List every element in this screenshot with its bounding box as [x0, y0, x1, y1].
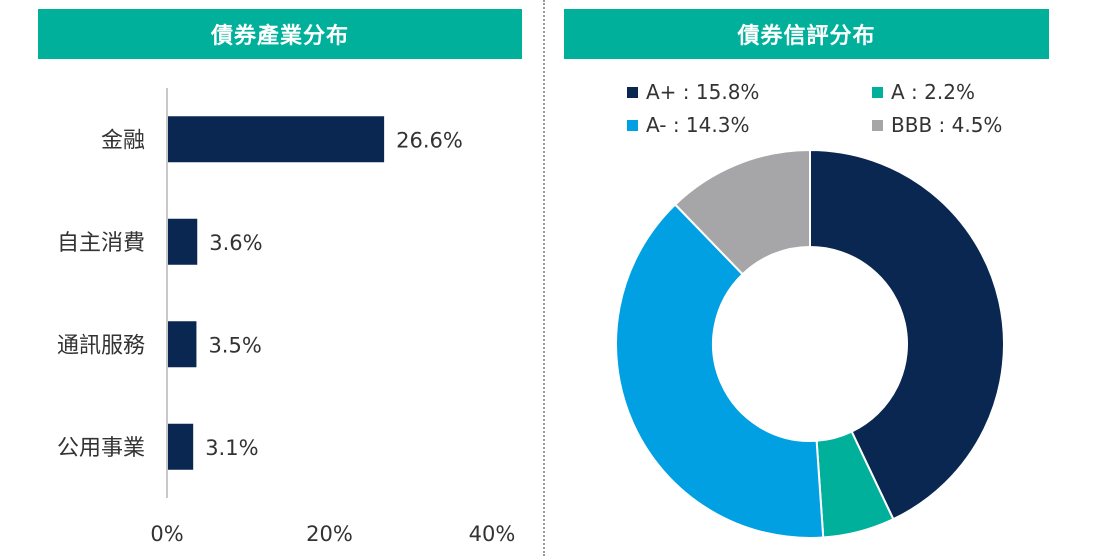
bar [168, 423, 194, 470]
legend-label-bbb: BBB : 4.5% [891, 113, 1003, 137]
industry-bar-chart: 金融 26.6% 自主消費 3.6% 通訊服務 3.5% 公用事業 3.1% 0% 20% 40% [57, 88, 516, 546]
legend-swatch-bbb [872, 119, 883, 131]
donut-slice-a-minus [615, 203, 825, 539]
legend-item-bbb: BBB : 4.5% [872, 113, 1002, 137]
donut-slice-a-minusplus [809, 148, 1005, 521]
legend-label-a: A : 2.2% [891, 80, 975, 104]
legend-item-a-plus: A+ : 15.8% [627, 80, 759, 104]
bar-chart-title: 債券產業分布 [38, 9, 522, 59]
bar [168, 218, 198, 265]
bar-value-label: 3.6% [209, 231, 262, 255]
legend-item-a-minus: A- : 14.3% [627, 113, 749, 137]
legend-swatch-a [872, 86, 883, 98]
bar [168, 116, 385, 163]
category-label: 金融 [101, 128, 145, 153]
x-tick-label: 20% [306, 522, 353, 546]
category-label: 自主消費 [57, 231, 145, 256]
bar [168, 321, 197, 368]
x-tick-label: 40% [469, 522, 516, 546]
legend-swatch-a-minus [627, 119, 638, 131]
legend-label-a-minus: A- : 14.3% [646, 113, 750, 137]
bar-value-label: 3.5% [208, 333, 261, 357]
donut-slice-bbb [673, 148, 811, 276]
donut-chart-title: 債券信評分布 [564, 9, 1049, 59]
x-tick-label: 0% [150, 522, 183, 546]
legend-swatch-a-plus [627, 86, 638, 98]
category-label: 通訊服務 [57, 333, 145, 358]
bar-value-label: 26.6% [396, 128, 463, 152]
panel-divider [543, 0, 545, 556]
bar-value-label: 3.1% [205, 436, 258, 460]
legend-item-a: A : 2.2% [872, 80, 975, 104]
legend-label-a-plus: A+ : 15.8% [646, 80, 760, 104]
category-label: 公用事業 [57, 436, 145, 461]
